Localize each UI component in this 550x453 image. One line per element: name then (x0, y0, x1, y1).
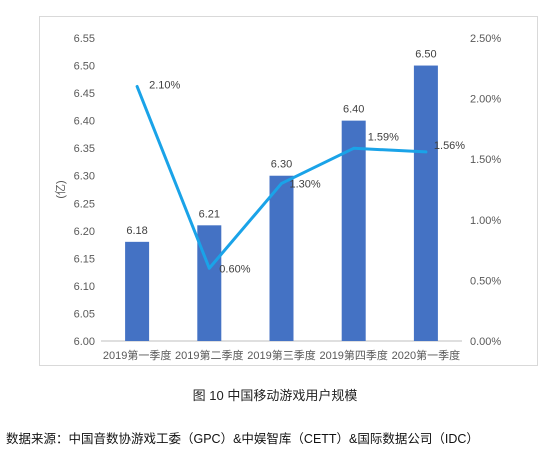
line-value-label: 0.60% (219, 263, 250, 275)
bar-value-label: 6.50 (415, 49, 436, 61)
bar-value-label: 6.18 (126, 225, 147, 237)
line-value-label: 2.10% (149, 79, 180, 91)
y-left-tick-label: 6.10 (74, 281, 95, 293)
bar (125, 241, 150, 341)
bar (341, 120, 366, 342)
line-value-label: 1.59% (368, 131, 399, 143)
bar-value-label: 6.40 (343, 104, 364, 116)
y-right-tick-label: 0.00% (470, 336, 501, 348)
bar-value-label: 6.30 (271, 159, 292, 171)
y-right-tick-label: 2.00% (470, 94, 501, 106)
y-left-tick-label: 6.30 (74, 171, 95, 183)
figure-caption: 图 10 中国移动游戏用户规模 (192, 388, 358, 403)
line-value-label: 1.30% (290, 178, 321, 190)
y-left-tick-label: 6.50 (74, 61, 95, 73)
line-value-label: 1.56% (434, 140, 465, 152)
y-left-tick-label: 6.25 (74, 198, 95, 210)
y-right-tick-label: 0.50% (470, 275, 501, 287)
x-category-label: 2019第一季度 (103, 348, 171, 362)
y-right-tick-label: 1.50% (470, 154, 501, 166)
y-left-tick-label: 6.35 (74, 143, 95, 155)
x-category-label: 2020第一季度 (392, 348, 460, 362)
y-left-tick-label: 6.40 (74, 116, 95, 128)
bar-value-label: 6.21 (199, 208, 220, 220)
bar (269, 175, 294, 341)
combo-chart: 6.00 6.05 6.10 6.15 6.20 6.25 6.30 6.35 6.40 6.45… (54, 33, 501, 362)
bar (197, 225, 222, 341)
x-category-label: 2019第三季度 (247, 348, 315, 362)
data-source-note: 数据来源：中国音数协游戏工委（GPC）&中娱智库（CETT）&国际数据公司（ID… (6, 432, 479, 446)
y-right-tick-label: 2.50% (470, 33, 501, 45)
y-left-tick-label: 6.20 (74, 226, 95, 238)
y-left-tick-label: 6.45 (74, 88, 95, 100)
y-axis-label: (亿) (54, 180, 67, 198)
x-category-label: 2019第四季度 (319, 348, 387, 362)
y-right-tick-label: 1.00% (470, 215, 501, 227)
x-category-label: 2019第二季度 (175, 348, 243, 362)
y-left-tick-label: 6.15 (74, 253, 95, 265)
y-left-tick-label: 6.55 (74, 33, 95, 45)
y-left-tick-label: 6.00 (74, 336, 95, 348)
bar (413, 65, 438, 341)
y-left-tick-label: 6.05 (74, 308, 95, 320)
